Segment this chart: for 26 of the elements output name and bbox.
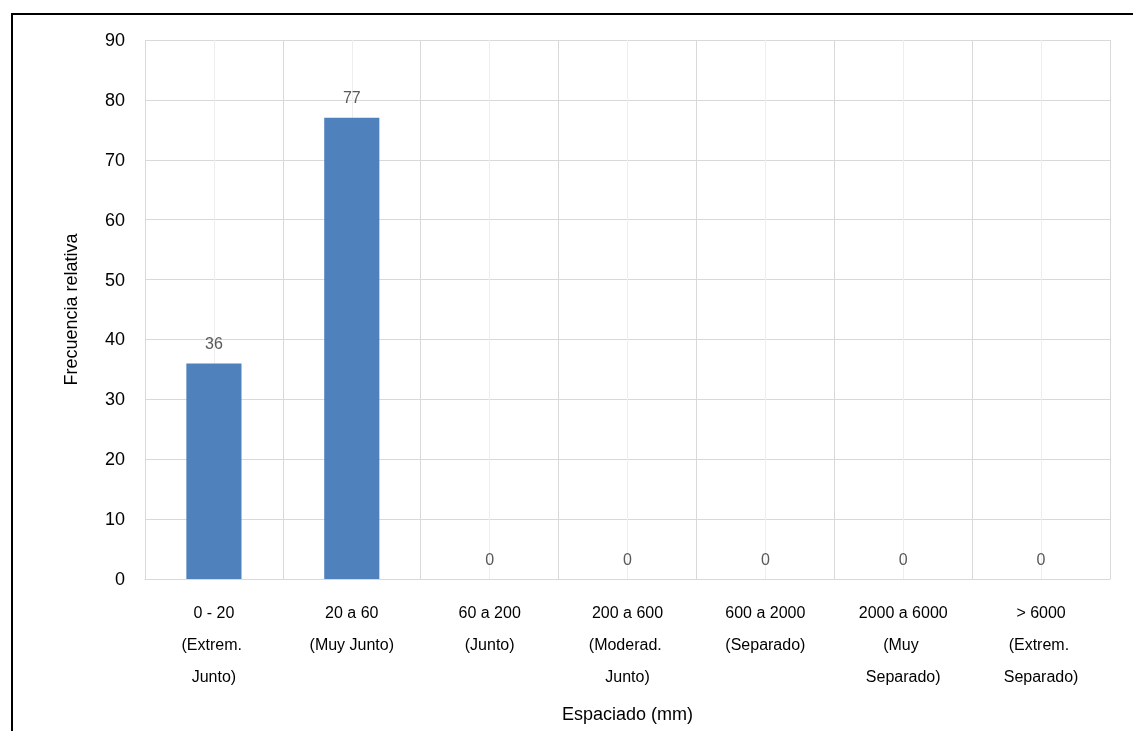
x-tick-label: 600 a 2000 (Separado) [725, 603, 806, 653]
y-tick-label: 80 [104, 89, 125, 110]
data-label: 77 [342, 89, 361, 107]
y-tick-label: 90 [104, 30, 125, 50]
y-tick-label: 60 [104, 209, 125, 230]
data-label: 0 [1036, 550, 1046, 568]
data-label: 0 [623, 550, 633, 568]
y-tick-label: 20 [104, 449, 125, 470]
data-label: 0 [485, 550, 495, 568]
y-tick-label: 10 [104, 509, 125, 530]
x-tick-label: > 6000 (Extrem. Separado) [1003, 603, 1079, 685]
x-axis-title: Espaciado (mm) [561, 704, 694, 724]
x-tick-label: 0 - 20 (Extrem. Junto) [181, 603, 247, 685]
data-label: 0 [898, 550, 908, 568]
x-tick-label: 200 a 600 (Moderad. Junto) [588, 603, 667, 685]
x-tick-label: 60 a 200 (Junto) [458, 603, 521, 653]
y-tick-label: 50 [104, 269, 125, 290]
y-tick-label: 40 [104, 329, 125, 350]
data-label: 0 [760, 550, 770, 568]
data-label: 36 [205, 334, 223, 352]
y-tick-label: 70 [104, 149, 125, 170]
x-tick-label: 2000 a 6000 (Muy Separado) [858, 603, 948, 685]
y-tick-label: 0 [114, 569, 125, 589]
y-tick-label: 30 [104, 389, 125, 410]
x-tick-label: 20 a 60 (Muy Junto) [309, 603, 395, 653]
y-axis-title: Frecuencia relativa [61, 232, 81, 386]
